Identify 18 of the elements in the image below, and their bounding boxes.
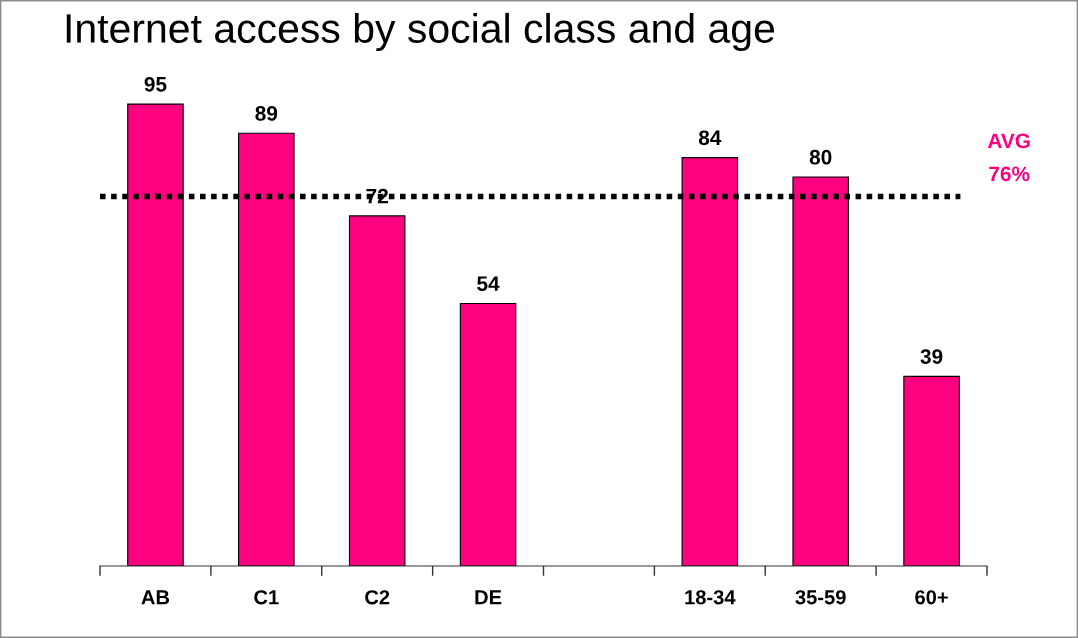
ref-line-label: AVG 76% bbox=[987, 133, 1030, 182]
data-label: 80 bbox=[809, 149, 832, 165]
data-label: 39 bbox=[920, 349, 943, 364]
x-tick-label: 60+ bbox=[915, 590, 948, 605]
x-tick-label: 35-59 bbox=[795, 590, 846, 605]
chart-title: Internet access by social class and age bbox=[66, 12, 775, 52]
x-tick-label: DE bbox=[475, 590, 502, 605]
bar bbox=[903, 375, 960, 566]
x-tick-label: C2 bbox=[365, 590, 390, 605]
data-label: 54 bbox=[477, 276, 500, 291]
bar bbox=[348, 215, 406, 566]
x-tick-label: AB bbox=[141, 590, 170, 605]
x-tick-label: C1 bbox=[254, 590, 279, 605]
x-tick-label: 18-34 bbox=[685, 590, 736, 605]
bar bbox=[459, 302, 517, 566]
data-label: 95 bbox=[144, 76, 167, 92]
data-label: 84 bbox=[698, 130, 722, 146]
data-label: 89 bbox=[255, 106, 278, 121]
